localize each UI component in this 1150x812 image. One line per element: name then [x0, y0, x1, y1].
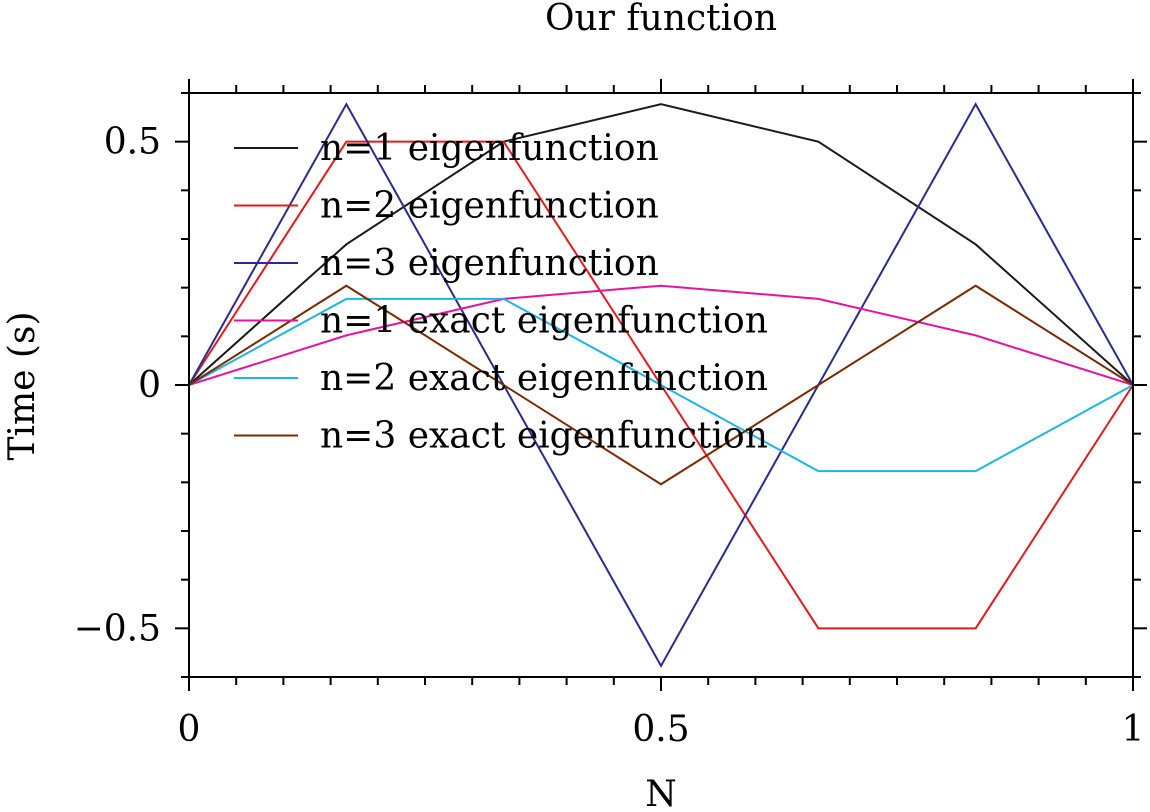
y-tick-label: −0.5: [74, 608, 161, 649]
y-tick-label: 0: [138, 365, 161, 406]
chart-title: Our function: [545, 0, 777, 39]
x-tick-label: 0.5: [632, 709, 689, 750]
x-tick-label: 0: [178, 709, 201, 750]
legend: n=1 eigenfunction n=2 eigenfunction n=3 ei…: [234, 128, 768, 457]
series-line-3: [188, 102, 1134, 668]
legend-label-2: n=2 eigenfunction: [320, 186, 659, 227]
tick-labels: 0 0.5 1 −0.5 0 0.5: [74, 122, 1145, 750]
x-tick-label: 1: [1122, 709, 1145, 750]
series-group: [188, 102, 1134, 668]
legend-label-4: n=1 exact eigenfunction: [320, 301, 768, 342]
series-line-1: [188, 103, 1134, 386]
legend-label-6: n=3 exact eigenfunction: [320, 416, 768, 457]
y-axis-label: Time (s): [2, 312, 43, 461]
x-axis-label: N: [645, 774, 677, 812]
series-line-5: [188, 297, 1134, 473]
series-line-6: [188, 284, 1134, 486]
legend-label-3: n=3 eigenfunction: [320, 243, 659, 284]
axis-ticks: [175, 79, 1147, 691]
y-tick-label: 0.5: [104, 122, 161, 163]
legend-label-5: n=2 exact eigenfunction: [320, 358, 768, 399]
series-line-4: [188, 284, 1134, 386]
legend-label-1: n=1 eigenfunction: [320, 128, 659, 169]
